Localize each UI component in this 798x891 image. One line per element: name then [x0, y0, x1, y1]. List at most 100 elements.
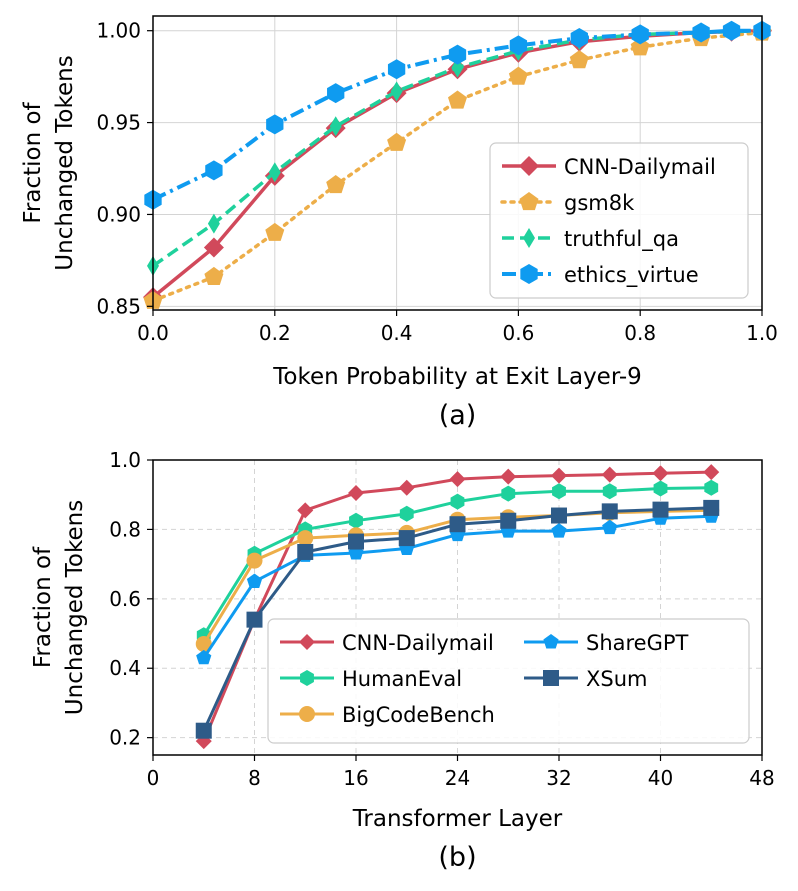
chart-b-point-XSum-8 — [601, 503, 618, 520]
chart-b-x-tick-label-4: 32 — [546, 766, 571, 790]
chart-b-point-XSum-4 — [398, 530, 415, 547]
chart-b-series-HumanEval — [196, 479, 719, 644]
chart-b-x-tick-label-0: 0 — [147, 766, 160, 790]
chart-b-point-CNN-Dailymail-5 — [449, 471, 466, 488]
chart-b-point-HumanEval-6 — [501, 485, 516, 502]
chart-b-point-ShareGPT-7 — [551, 523, 567, 538]
chart-b-point-ShareGPT-1 — [246, 573, 263, 588]
chart-b-series — [195, 464, 720, 750]
chart-b-point-ShareGPT-0 — [196, 649, 212, 665]
chart-a-legend-marker-ethics_virtue — [520, 264, 538, 284]
chart-b-ticks: 0 8 16 24 32 40 48 0.2 0.4 0.6 0.8 1.0 — [109, 448, 775, 790]
chart-a-y-tick-label-2: 0.95 — [96, 111, 141, 135]
chart-b-legend-entry-HumanEval: HumanEval — [280, 667, 462, 691]
chart-b-point-CNN-Dailymail-8 — [601, 466, 618, 483]
chart-a-legend-label-gsm8k: gsm8k — [564, 191, 635, 215]
chart-a-point-truthful_qa-1 — [207, 213, 220, 234]
chart-a-ticks: 0.0 0.2 0.4 0.6 0.8 1.0 0.85 0.90 0.95 1.00 — [96, 19, 777, 345]
chart-b-legend-label-ShareGPT: ShareGPT — [586, 631, 689, 655]
chart-b-point-CNN-Dailymail-6 — [500, 468, 517, 485]
chart-a-point-truthful_qa-2 — [268, 162, 281, 183]
chart-a: 0.0 0.2 0.4 0.6 0.8 1.0 0.85 0.90 0.95 1.00 CNN-D… — [20, 15, 778, 431]
chart-b-point-XSum-6 — [500, 512, 517, 529]
chart-b-legend-marker-CNN-Dailymail — [299, 634, 315, 650]
chart-b-point-ShareGPT-8 — [602, 519, 618, 535]
chart-b-series-XSum — [195, 499, 720, 739]
chart-a-x-tick-label-1: 0.2 — [259, 321, 291, 345]
chart-b-y-tick-label-1: 0.4 — [109, 656, 141, 680]
chart-a-point-gsm8k-1 — [204, 266, 224, 286]
chart-a-point-gsm8k-3 — [326, 175, 346, 194]
chart-b-point-XSum-9 — [652, 501, 669, 518]
chart-a-point-CNN-Dailymail-1 — [203, 237, 224, 258]
chart-a-x-tick-label-3: 0.6 — [502, 321, 534, 345]
chart-b-point-XSum-0 — [195, 722, 212, 739]
chart-b-point-BigCodeBench-0 — [195, 635, 212, 652]
chart-b-point-XSum-1 — [246, 611, 263, 628]
chart-a-point-gsm8k-5 — [447, 90, 468, 109]
chart-b-legend: CNN-Dailymail HumanEval BigCodeBench ShareG… — [267, 618, 750, 744]
chart-a-point-gsm8k-6 — [508, 66, 528, 85]
chart-a-point-gsm8k-7 — [569, 50, 589, 69]
chart-a-legend-marker-gsm8k — [519, 192, 539, 211]
chart-b-legend-box — [267, 618, 750, 744]
chart-b-legend-marker-BigCodeBench — [299, 706, 315, 722]
chart-b-legend-marker-ShareGPT — [543, 634, 559, 649]
chart-a-legend-box — [489, 142, 749, 299]
chart-b-point-XSum-3 — [348, 533, 364, 550]
chart-a-point-ethics_virtue-9 — [692, 22, 710, 43]
chart-b: 0 8 16 24 32 40 48 0.2 0.4 0.6 0.8 1.0 CNN-Dailymai… — [30, 448, 775, 873]
chart-a-point-gsm8k-2 — [265, 222, 285, 241]
chart-a-point-ethics_virtue-2 — [266, 114, 284, 135]
chart-b-point-CNN-Dailymail-9 — [652, 465, 669, 482]
chart-a-legend-entry-CNN-Dailymail: CNN-Dailymail — [502, 155, 716, 179]
chart-b-point-CNN-Dailymail-7 — [551, 467, 567, 484]
chart-a-legend-entry-truthful_qa: truthful_qa — [502, 227, 679, 252]
chart-a-point-gsm8k-8 — [630, 37, 650, 56]
chart-b-y-tick-label-4: 1.0 — [109, 448, 141, 472]
chart-b-point-XSum-2 — [297, 543, 314, 560]
chart-b-legend-entry-CNN-Dailymail: CNN-Dailymail — [280, 631, 494, 655]
chart-a-x-tick-label-5: 1.0 — [746, 321, 778, 345]
chart-a-legend-label-ethics_virtue: ethics_virtue — [564, 263, 699, 288]
chart-a-legend: CNN-Dailymail gsm8k truthful_qa ethics_virt… — [489, 142, 749, 299]
chart-a-point-ethics_virtue-7 — [570, 28, 588, 49]
chart-a-point-truthful_qa-4 — [390, 81, 403, 102]
chart-a-point-ethics_virtue-6 — [509, 35, 528, 56]
chart-a-series-ethics_virtue — [144, 20, 771, 210]
chart-a-point-truthful_qa-3 — [329, 116, 342, 137]
chart-b-legend-marker-HumanEval — [300, 670, 314, 686]
chart-b-x-axis-label: Transformer Layer — [352, 806, 563, 832]
chart-b-x-tick-label-6: 48 — [749, 766, 774, 790]
chart-b-x-tick-label-5: 40 — [648, 766, 673, 790]
chart-a-legend-entry-ethics_virtue: ethics_virtue — [502, 263, 699, 288]
chart-b-legend-label-HumanEval: HumanEval — [342, 667, 462, 691]
chart-a-point-ethics_virtue-1 — [205, 160, 223, 181]
chart-b-legend-label-CNN-Dailymail: CNN-Dailymail — [342, 631, 494, 655]
chart-b-caption: (b) — [438, 842, 476, 873]
chart-a-plot-frame — [152, 15, 763, 311]
chart-a-point-ethics_virtue-5 — [448, 44, 467, 65]
chart-b-y-axis-label-line1: Fraction of — [30, 546, 56, 668]
chart-a-point-ethics_virtue-8 — [631, 24, 649, 45]
chart-b-point-CNN-Dailymail-3 — [348, 484, 364, 501]
chart-b-x-tick-label-2: 16 — [343, 766, 368, 790]
chart-b-point-BigCodeBench-2 — [297, 530, 314, 547]
chart-a-line-ethics_virtue — [152, 28, 762, 202]
chart-b-legend-label-BigCodeBench: BigCodeBench — [342, 703, 495, 727]
chart-b-legend-entry-ShareGPT: ShareGPT — [524, 631, 689, 655]
chart-a-x-tick-label-2: 0.4 — [381, 321, 413, 345]
chart-b-legend-label-XSum: XSum — [586, 667, 647, 691]
chart-b-point-HumanEval-8 — [602, 483, 617, 500]
chart-b-legend-entry-XSum: XSum — [524, 667, 647, 691]
chart-a-legend-label-CNN-Dailymail: CNN-Dailymail — [564, 155, 716, 179]
chart-a-y-tick-label-1: 0.90 — [96, 202, 141, 226]
chart-a-point-ethics_virtue-10 — [722, 20, 741, 41]
chart-a-caption: (a) — [439, 400, 477, 431]
chart-a-y-axis-label-line2: Unchanged Tokens — [52, 55, 78, 270]
chart-a-point-ethics_virtue-3 — [327, 83, 345, 104]
chart-a-legend-label-truthful_qa: truthful_qa — [564, 227, 679, 252]
chart-a-x-tick-label-0: 0.0 — [137, 321, 169, 345]
chart-a-legend-marker-CNN-Dailymail — [519, 156, 539, 176]
